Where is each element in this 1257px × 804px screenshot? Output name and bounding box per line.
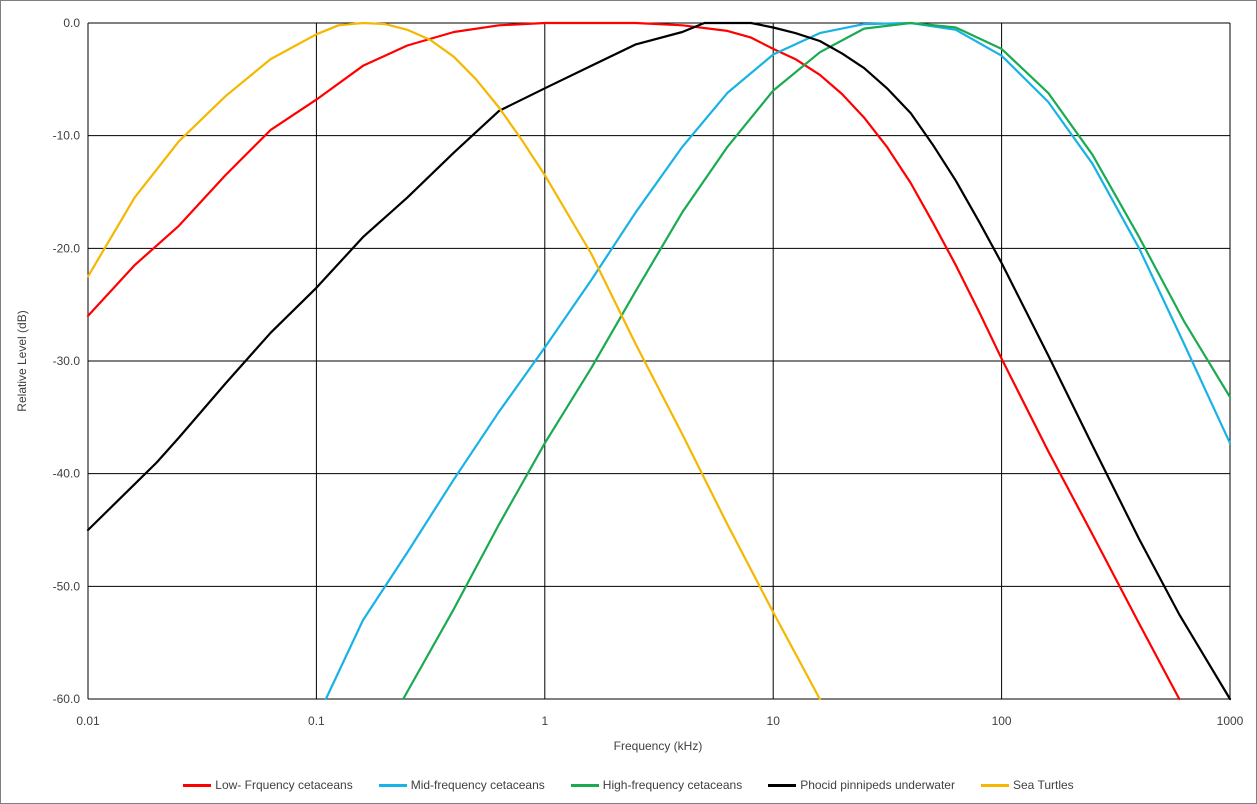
series-lines xyxy=(86,21,1232,701)
y-tick-label: 0.0 xyxy=(63,16,80,30)
y-tick-label: -20.0 xyxy=(53,241,81,255)
legend-label: Mid-frequency cetaceans xyxy=(410,778,545,792)
series-line-3 xyxy=(402,21,1232,701)
legend-item: Sea Turtles xyxy=(980,778,1074,792)
legend-swatch xyxy=(183,783,212,787)
legend-item: High-frequency cetaceans xyxy=(570,778,743,792)
x-axis-title: Frequency (kHz) xyxy=(614,739,703,753)
legend-swatch xyxy=(570,783,599,787)
legend-swatch xyxy=(378,783,407,787)
series-line-4 xyxy=(86,21,1232,701)
y-axis-title: Relative Level (dB) xyxy=(15,310,29,411)
y-tick-label: -40.0 xyxy=(53,467,81,481)
y-tick-label: -30.0 xyxy=(53,354,81,368)
legend-item: Phocid pinnipeds underwater xyxy=(768,778,955,792)
legend-item: Mid-frequency cetaceans xyxy=(378,778,545,792)
tick-labels: 0.0 -10.0 -20.0 -30.0 -40.0 -50.0 -60.0 0.01 0.1… xyxy=(53,16,1244,728)
gridlines xyxy=(87,22,1231,700)
y-tick-label: -50.0 xyxy=(53,579,81,593)
legend-swatch xyxy=(768,783,797,787)
legend-label: Low- Frquency cetaceans xyxy=(215,778,353,792)
x-tick-label: 0.1 xyxy=(308,714,325,728)
chart-legend: Low- Frquency cetaceans Mid-frequency cet… xyxy=(0,778,1257,792)
series-line-2 xyxy=(324,21,1232,701)
legend-label: Phocid pinnipeds underwater xyxy=(800,778,955,792)
x-tick-label: 1 xyxy=(541,714,548,728)
y-tick-label: -10.0 xyxy=(53,129,81,143)
y-tick-label: -60.0 xyxy=(53,692,81,706)
series-line-1 xyxy=(86,21,1181,701)
x-tick-label: 0.01 xyxy=(76,714,100,728)
series-line-5 xyxy=(86,21,821,701)
legend-swatch xyxy=(980,783,1009,787)
x-tick-label: 1000 xyxy=(1217,714,1244,728)
legend-label: Sea Turtles xyxy=(1012,778,1074,792)
legend-item: Low- Frquency cetaceans xyxy=(183,778,353,792)
legend-label: High-frequency cetaceans xyxy=(602,778,743,792)
x-tick-label: 10 xyxy=(767,714,781,728)
x-tick-label: 100 xyxy=(992,714,1012,728)
